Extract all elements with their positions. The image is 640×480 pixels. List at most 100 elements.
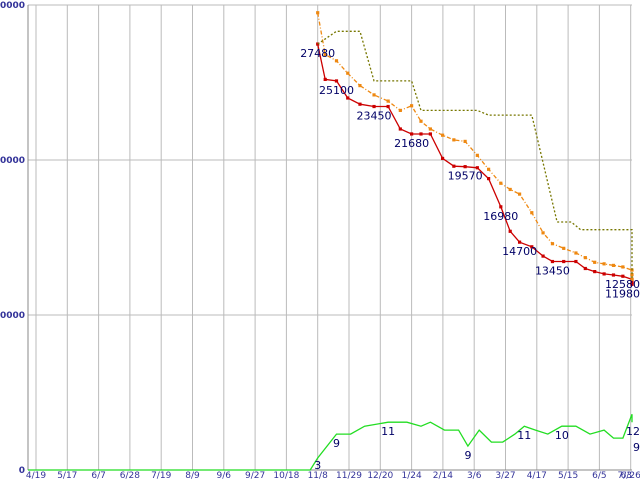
series-marker-0 [593, 270, 597, 274]
series-marker-1 [611, 263, 616, 267]
series-marker-0 [358, 102, 362, 106]
series-marker-1 [372, 93, 376, 97]
data-label: 12580 [605, 278, 640, 291]
data-label: 21680 [394, 137, 429, 150]
y-tick-label: 20000 [0, 156, 25, 166]
series-marker-0 [440, 156, 445, 161]
x-tick-label: 12/20 [367, 471, 393, 480]
x-tick-label: 10/18 [273, 471, 299, 480]
grid-lines [28, 4, 632, 471]
series-marker-0 [419, 132, 423, 136]
series-marker-0 [508, 229, 512, 233]
series-line-3 [28, 413, 633, 471]
data-label: 10 [555, 429, 569, 442]
x-tick-label: 6/7 [91, 471, 105, 480]
x-tick-label: 4/17 [527, 471, 547, 480]
series-marker-1 [452, 138, 456, 142]
series-marker-1 [398, 108, 402, 112]
series-marker-1 [630, 277, 634, 281]
series-marker-1 [334, 59, 339, 63]
series-marker-1 [562, 246, 566, 250]
series-marker-0 [486, 177, 491, 181]
series-marker-0 [530, 245, 534, 249]
x-tick-label: 5/17 [57, 471, 77, 480]
series-marker-1 [410, 104, 414, 108]
series-marker-0 [428, 132, 432, 136]
series-marker-1 [440, 133, 445, 137]
series-marker-1 [508, 187, 512, 192]
series-marker-1 [550, 242, 555, 246]
x-tick-label: 1/24 [401, 471, 421, 480]
data-label: 9 [464, 449, 471, 462]
series-marker-0 [386, 104, 390, 109]
series-marker-0 [517, 240, 522, 244]
series-line-0 [317, 43, 633, 285]
series-marker-1 [316, 11, 320, 15]
x-tick-label: 11/8 [308, 471, 328, 480]
series-marker-0 [602, 272, 606, 276]
data-label: 12 [626, 425, 640, 438]
x-tick-label: 3/27 [495, 471, 515, 480]
data-label: 19570 [448, 170, 483, 183]
series-line-1 [317, 12, 633, 280]
data-label: 13450 [535, 265, 570, 278]
series-marker-0 [630, 282, 634, 286]
series-marker-0 [452, 164, 456, 168]
data-label: 16980 [483, 210, 518, 223]
x-tick-label: 9/27 [245, 471, 265, 480]
series-marker-1 [517, 192, 522, 196]
x-tick-label: 7/19 [151, 471, 171, 480]
series-marker-1 [323, 53, 327, 57]
series-marker-0 [346, 96, 350, 100]
series-marker-1 [419, 119, 423, 123]
series-lines [28, 11, 634, 471]
series-marker-0 [475, 166, 479, 170]
x-tick-label: 2/14 [433, 471, 453, 480]
series-marker-0 [499, 205, 503, 209]
data-label: 11 [381, 425, 395, 438]
series-marker-1 [630, 273, 634, 277]
x-tick-label: 3/6 [467, 471, 482, 480]
series-marker-0 [621, 274, 625, 278]
data-label: 9 [633, 441, 640, 454]
series-marker-0 [334, 79, 339, 83]
data-label: 11980 [605, 287, 640, 300]
data-label: 23450 [357, 110, 392, 123]
x-tick-label: 6/28 [120, 471, 140, 480]
series-marker-0 [562, 259, 566, 264]
series-marker-1 [530, 211, 534, 215]
series-marker-1 [475, 153, 479, 157]
series-marker-0 [583, 266, 587, 271]
series-marker-1 [386, 99, 390, 103]
x-tick-label: 9/6 [217, 471, 232, 480]
data-label: 3 [314, 459, 321, 472]
y-tick-label: 30000 [0, 1, 25, 11]
series-marker-1 [574, 251, 578, 255]
series-marker-1 [463, 139, 467, 143]
series-marker-1 [346, 71, 350, 75]
series-marker-0 [398, 127, 402, 131]
series-marker-1 [541, 231, 545, 235]
series-marker-0 [323, 77, 327, 81]
data-label: 27480 [300, 47, 335, 60]
series-marker-1 [593, 260, 597, 264]
series-marker-1 [583, 256, 587, 260]
x-tick-label: 7/3 [618, 471, 632, 480]
series-marker-1 [428, 127, 432, 131]
y-tick-label: 0 [19, 466, 25, 476]
x-tick-label: 4/19 [26, 471, 46, 480]
series-marker-0 [550, 259, 555, 264]
series-marker-0 [611, 273, 616, 277]
series-marker-1 [486, 167, 491, 171]
series-marker-1 [602, 262, 606, 266]
x-tick-label: 8/9 [185, 471, 200, 480]
series-marker-0 [463, 165, 467, 169]
x-tick-label: 11/29 [336, 471, 362, 480]
series-marker-1 [621, 265, 625, 269]
series-marker-1 [499, 181, 503, 185]
x-tick-label: 6/5 [592, 471, 606, 480]
data-label: 11 [517, 429, 531, 442]
